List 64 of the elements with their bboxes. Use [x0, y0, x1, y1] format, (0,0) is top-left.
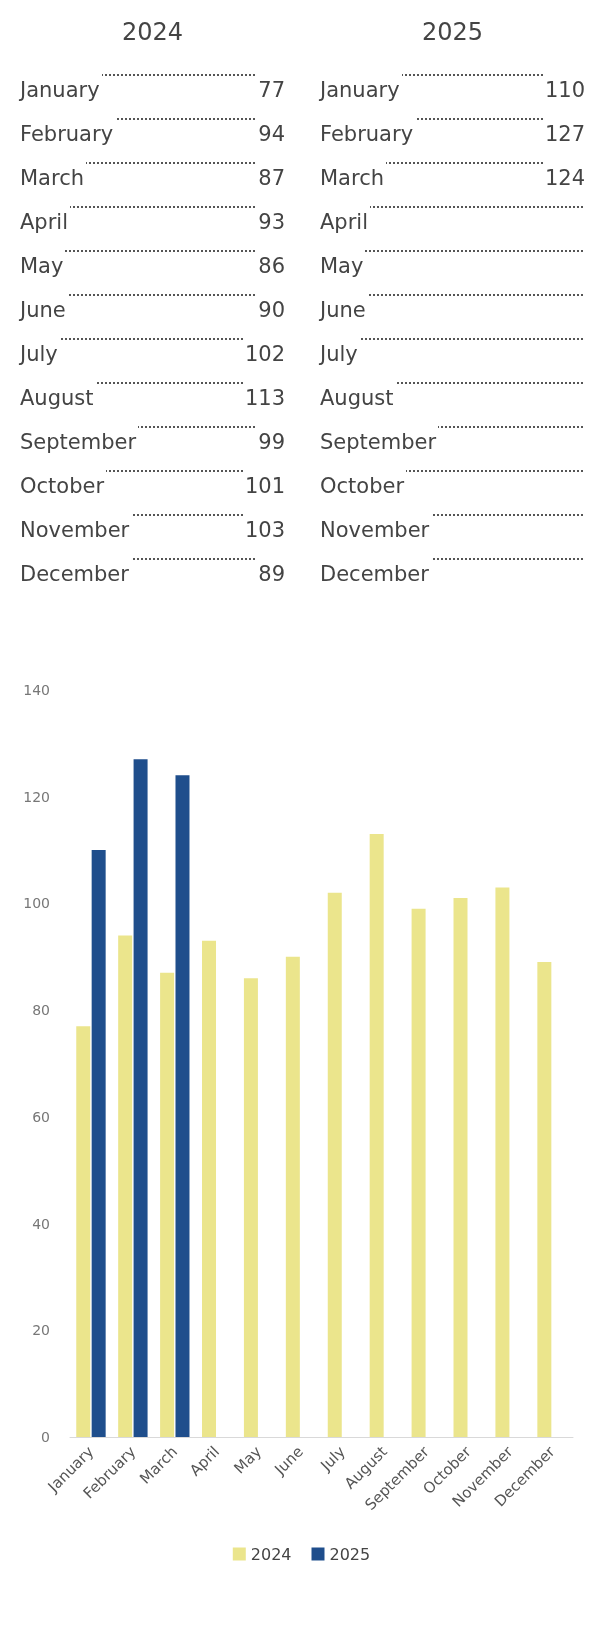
- y-tick-label: October: [20, 464, 107, 508]
- y-tick-label: June: [20, 288, 68, 332]
- bar: [537, 962, 552, 1437]
- y-tick-label: August: [20, 376, 96, 420]
- y-tick-label: 20: [32, 1322, 50, 1339]
- data-label: 77: [256, 68, 285, 112]
- data-label: 89: [256, 552, 285, 596]
- data-label: 86: [256, 244, 285, 288]
- y-tick-label: 140: [23, 682, 50, 698]
- y2-tick-label: December: [320, 552, 431, 596]
- y-tick-label: 100: [23, 895, 50, 912]
- data-label: 101: [242, 464, 285, 508]
- data-label: 110: [542, 68, 585, 112]
- data-label: 102: [242, 332, 285, 376]
- bar: [495, 887, 510, 1437]
- y-tick-label: January: [20, 68, 102, 112]
- y2-tick-label: August: [320, 376, 396, 420]
- bar: [369, 834, 384, 1437]
- bar: [327, 892, 342, 1437]
- y2-tick-label: March: [320, 156, 387, 200]
- y2-tick-label: January: [320, 68, 402, 112]
- y2-tick-label: July: [320, 332, 360, 376]
- bar: [175, 775, 190, 1437]
- y2-tick-label: February: [320, 112, 416, 156]
- bar: [76, 1026, 91, 1437]
- y-tick-label: 60: [32, 1108, 50, 1125]
- data-label: 94: [256, 112, 285, 156]
- y2-tick-label: September: [320, 420, 439, 464]
- y2-tick-label: November: [320, 508, 432, 552]
- y-tick-label: November: [20, 508, 132, 552]
- y2-tick-label: April: [320, 200, 370, 244]
- data-label: 103: [242, 508, 285, 552]
- y-tick-label: 0: [41, 1429, 50, 1445]
- bar: [118, 935, 133, 1437]
- y-tick-label: May: [20, 244, 66, 288]
- bar: [243, 978, 258, 1437]
- y-tick-label: July: [20, 332, 60, 376]
- data-label: 113: [242, 376, 285, 420]
- bar: [285, 956, 300, 1437]
- y-tick-label: 80: [32, 1002, 50, 1019]
- y-tick-label: February: [20, 112, 116, 156]
- legend-label: 2025: [329, 1544, 371, 1564]
- bar: [453, 898, 468, 1437]
- y2-tick-label: June: [320, 288, 368, 332]
- data-label: 127: [542, 112, 585, 156]
- data-label: 99: [256, 420, 285, 464]
- bar: [411, 908, 426, 1437]
- bar: [202, 940, 217, 1437]
- y-tick-label: April: [20, 200, 70, 244]
- data-label: 124: [542, 156, 585, 200]
- y-tick-label: 40: [32, 1215, 50, 1232]
- data-label: 90: [256, 288, 285, 332]
- bar: [160, 972, 175, 1437]
- bar: [91, 850, 106, 1437]
- legend-label: 2024: [250, 1544, 292, 1564]
- bar: [133, 759, 148, 1437]
- y-tick-label: September: [20, 420, 139, 464]
- y2-tick-label: October: [320, 464, 407, 508]
- data-label: 93: [256, 200, 285, 244]
- y-tick-label: March: [20, 156, 87, 200]
- y-tick-label: December: [20, 552, 131, 596]
- y2-tick-label: May: [320, 244, 366, 288]
- y-tick-label: 120: [23, 788, 50, 805]
- data-label: 87: [256, 156, 285, 200]
